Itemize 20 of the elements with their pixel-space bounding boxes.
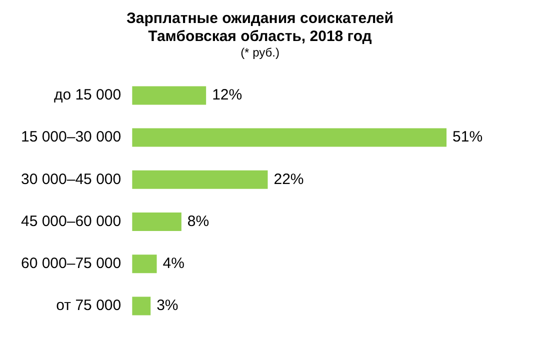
bar bbox=[132, 296, 151, 316]
bar bbox=[132, 86, 206, 105]
y-tick-label: до 15 000 bbox=[54, 86, 122, 104]
y-tick-label: 60 000–75 000 bbox=[20, 254, 122, 272]
data-label: 8% bbox=[187, 212, 210, 230]
bar bbox=[132, 254, 157, 274]
y-tick-label: 45 000–60 000 bbox=[20, 212, 122, 230]
chart-title: Зарплатные ожидания соискателей Тамбовская область, 2018 год bbox=[126, 10, 394, 46]
data-label: 3% bbox=[156, 297, 178, 314]
y-tick-label: от 75 000 bbox=[56, 297, 122, 314]
y-tick-label: 30 000–45 000 bbox=[20, 170, 122, 188]
chart-subtitle: (* руб.) bbox=[240, 46, 280, 60]
y-tick-label: 15 000–30 000 bbox=[20, 128, 122, 146]
data-label: 12% bbox=[212, 86, 242, 104]
data-label: 22% bbox=[274, 170, 304, 188]
data-label: 4% bbox=[162, 254, 184, 272]
data-label: 51% bbox=[452, 128, 483, 146]
bar bbox=[132, 212, 182, 232]
bar bbox=[132, 170, 268, 189]
bar bbox=[132, 128, 447, 147]
